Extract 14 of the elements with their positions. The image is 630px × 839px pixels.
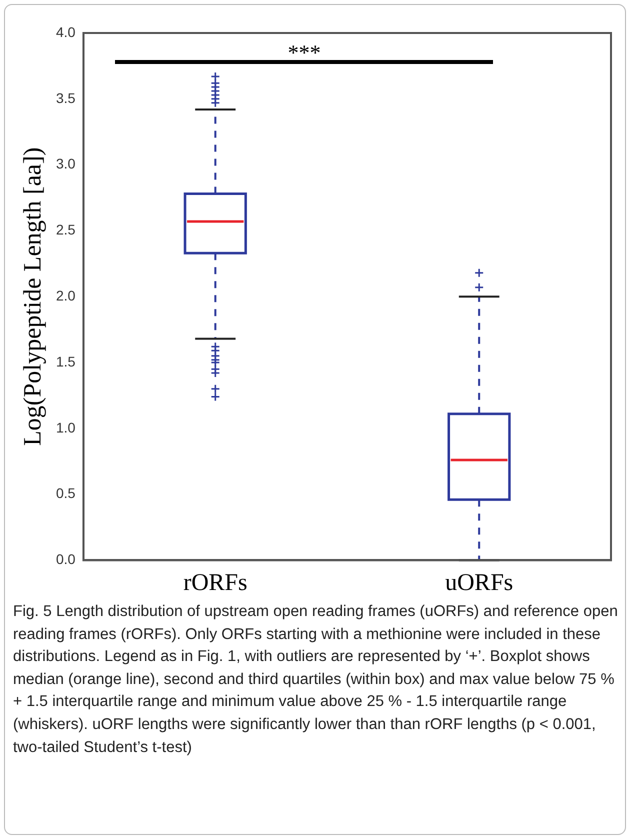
y-tick-label: 1.0	[56, 419, 76, 436]
x-tick-label: rORFs	[183, 570, 248, 596]
annotation: ***	[288, 40, 321, 66]
y-tick-label: 2.0	[56, 287, 76, 304]
y-tick-label: 0.5	[56, 485, 76, 502]
y-tick-label: 3.5	[56, 90, 76, 106]
y-tick-label: 0.0	[56, 551, 76, 568]
y-tick-label: 4.0	[56, 24, 76, 40]
y-tick-label: 1.5	[56, 353, 76, 370]
y-axis-title: Log(Polypeptide Length [aa])	[20, 147, 47, 446]
x-tick-label: uORFs	[445, 570, 514, 596]
caption: Fig. 5 Length distribution of upstream open reading frames (uORFs) and reference open reading frames (rORFs). Only ORFs starting with a methionine were included in these distributions. Legend as in Fig. 1, with outliers are represented by ‘+’. Boxplot shows median (orange line), second and third quartiles (within box) and max value below 75 % + 1.5 interquartile range and minimum value above 25 % - 1.5 interquartile range (whiskers). uORF lengths were significantly lower than than rORF lengths (p < 0.001, two-tailed Student’s t-test)	[13, 602, 619, 758]
y-tick-label: 3.0	[56, 156, 76, 172]
y-tick-label: 2.5	[56, 222, 76, 238]
